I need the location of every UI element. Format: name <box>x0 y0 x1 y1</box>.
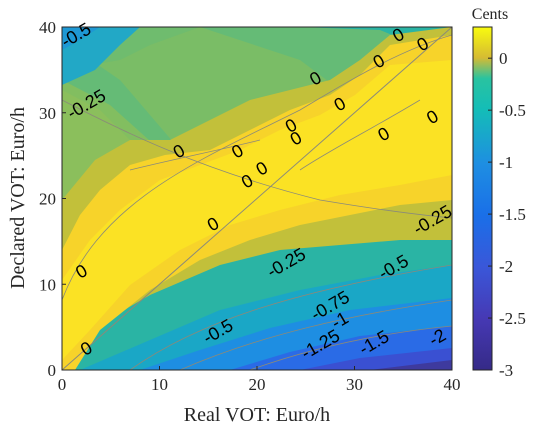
colorbar-tick-label: -2.5 <box>499 309 526 328</box>
y-tick-label: 40 <box>39 18 56 37</box>
colorbar-tick-label: -1 <box>499 153 513 172</box>
y-axis-ticks: 0 10 20 30 40 <box>39 18 66 380</box>
heatmap-plot-area <box>62 27 452 370</box>
y-tick-label: 30 <box>39 104 56 123</box>
y-tick-label: 0 <box>48 361 57 380</box>
x-axis-label: Real VOT: Euro/h <box>184 404 330 426</box>
colorbar-tick-label: -3 <box>499 361 513 380</box>
colorbar-title: Cents <box>472 6 508 23</box>
x-tick-label: 40 <box>444 375 461 394</box>
colorbar-tick-label: -1.5 <box>499 205 526 224</box>
colorbar <box>472 26 493 371</box>
x-tick-label: 30 <box>346 375 363 394</box>
colorbar-tick-label: -0.5 <box>499 101 526 120</box>
y-tick-label: 10 <box>39 275 56 294</box>
y-tick-label: 20 <box>39 190 56 209</box>
colorbar-tick-label: 0 <box>499 49 508 68</box>
colorbar-tick-label: -2 <box>499 257 513 276</box>
x-axis-ticks: 0 10 20 30 40 <box>58 366 461 394</box>
x-tick-label: 0 <box>58 375 67 394</box>
colorbar-ticks: 0 -0.5 -1 -1.5 -2 -2.5 -3 <box>488 49 526 380</box>
x-tick-label: 20 <box>249 375 266 394</box>
x-tick-label: 10 <box>151 375 168 394</box>
y-axis-label: Declared VOT: Euro/h <box>7 107 29 289</box>
